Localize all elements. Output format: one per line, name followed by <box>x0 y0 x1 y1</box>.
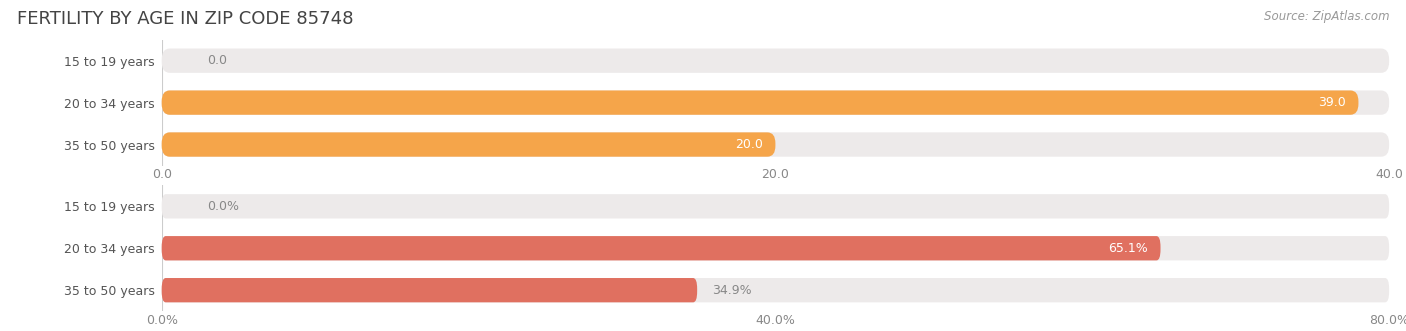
Text: 20.0: 20.0 <box>735 138 763 151</box>
Text: 0.0: 0.0 <box>207 54 228 67</box>
Text: 34.9%: 34.9% <box>711 284 752 297</box>
Text: 0.0%: 0.0% <box>207 200 239 213</box>
FancyBboxPatch shape <box>162 90 1358 115</box>
Text: Source: ZipAtlas.com: Source: ZipAtlas.com <box>1264 10 1389 23</box>
FancyBboxPatch shape <box>162 90 1389 115</box>
Text: 39.0: 39.0 <box>1319 96 1346 109</box>
Text: 65.1%: 65.1% <box>1108 242 1149 255</box>
FancyBboxPatch shape <box>162 236 1160 260</box>
FancyBboxPatch shape <box>162 278 697 302</box>
FancyBboxPatch shape <box>162 236 1389 260</box>
FancyBboxPatch shape <box>162 278 1389 302</box>
FancyBboxPatch shape <box>162 194 1389 218</box>
FancyBboxPatch shape <box>162 132 776 157</box>
FancyBboxPatch shape <box>162 49 1389 73</box>
Text: FERTILITY BY AGE IN ZIP CODE 85748: FERTILITY BY AGE IN ZIP CODE 85748 <box>17 10 353 28</box>
FancyBboxPatch shape <box>162 132 1389 157</box>
